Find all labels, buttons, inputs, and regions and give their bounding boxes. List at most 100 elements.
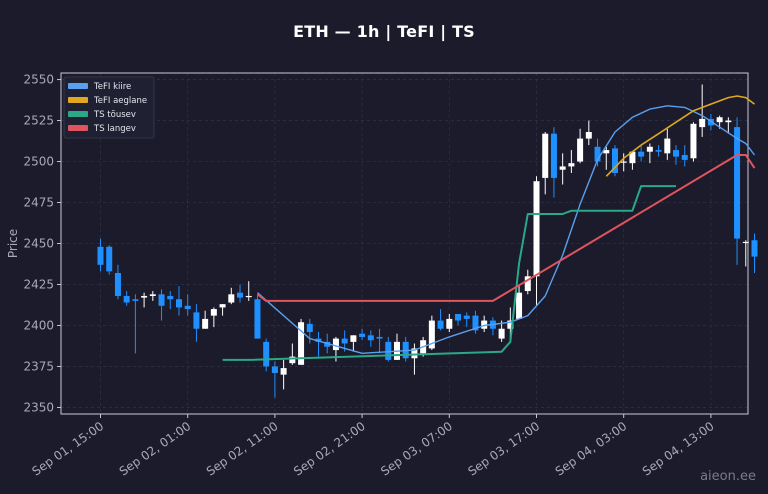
candle-body [734, 127, 741, 239]
y-tick-label: 2450 [23, 237, 54, 251]
candle [638, 145, 645, 162]
y-tick-label: 2400 [23, 318, 54, 332]
legend-label: TeFI aeglane [93, 96, 147, 106]
candle-body [385, 341, 392, 360]
candle-body [306, 323, 313, 333]
candle [533, 176, 540, 306]
y-tick-label: 2500 [23, 155, 54, 169]
candle-body [446, 318, 453, 329]
candle [629, 151, 636, 170]
candle-body [507, 320, 514, 329]
candle-body [141, 295, 148, 298]
candle-body [542, 133, 549, 178]
candle-body [149, 294, 156, 296]
candle-body [332, 338, 339, 351]
candle [577, 128, 584, 164]
candle [114, 264, 121, 300]
candle-body [315, 338, 322, 342]
legend-label: TS langev [93, 124, 136, 134]
candle [611, 145, 618, 177]
candle-body [210, 309, 217, 316]
candle-body [341, 338, 348, 344]
candle [437, 309, 444, 331]
candle-body [132, 299, 139, 301]
candle [237, 284, 244, 303]
candle [516, 284, 523, 319]
candle-body [245, 295, 252, 298]
candle-body [298, 322, 305, 365]
candle [734, 117, 741, 265]
candle [106, 245, 113, 275]
candles [97, 84, 758, 398]
watermark: aieon.ee [700, 469, 756, 484]
candle [271, 361, 278, 398]
candle-body [114, 273, 121, 296]
legend-box [63, 76, 155, 139]
candle-body [263, 341, 270, 367]
candle [306, 318, 313, 344]
candle-body [411, 348, 418, 359]
candle-body [516, 292, 523, 319]
candle [175, 286, 182, 316]
candle [132, 294, 139, 354]
candle-body [568, 163, 575, 167]
candle-body [673, 150, 680, 157]
candle [542, 132, 549, 195]
candle [428, 315, 435, 351]
candle [550, 127, 557, 198]
candle [376, 328, 383, 354]
candle [141, 292, 148, 308]
candle-body [550, 133, 557, 178]
candle-body [376, 336, 383, 339]
candle-body [228, 294, 235, 303]
candle-body [594, 146, 601, 162]
candle-body [254, 299, 261, 339]
candle [202, 310, 209, 329]
legend: TeFI kiire TeFI aeglane TS tõusev TS langev [63, 76, 155, 139]
candle-body [167, 295, 174, 300]
candle [315, 332, 322, 357]
candle-body [629, 151, 636, 164]
x-tick-label: Sep 01, 15:00 [29, 419, 106, 479]
candle-body [716, 117, 723, 123]
candle [228, 287, 235, 305]
candle-body [237, 292, 244, 298]
candle [603, 146, 610, 170]
candle [673, 145, 680, 165]
candle [568, 150, 575, 174]
y-tick-label: 2375 [23, 359, 54, 373]
candle-body [664, 138, 671, 154]
candle-body [324, 341, 331, 347]
candle-body [585, 132, 592, 139]
candle-body [533, 181, 540, 277]
candle [446, 313, 453, 333]
candle-body [611, 148, 618, 174]
candle-body [481, 320, 488, 329]
candle-body [202, 318, 209, 329]
candle-body [498, 328, 505, 339]
candle [594, 138, 601, 167]
candle [742, 240, 749, 267]
candle [559, 153, 566, 185]
series-line-4 [256, 154, 756, 302]
candle-body [577, 138, 584, 162]
series-line-1 [257, 105, 756, 354]
candle [263, 338, 270, 372]
candle-body [184, 305, 191, 310]
candle-body [524, 276, 531, 292]
candle [620, 153, 627, 172]
candle-body [472, 315, 479, 331]
candle-body [638, 151, 645, 157]
x-tick-label: Sep 02, 21:00 [291, 419, 368, 479]
candle-body [367, 335, 374, 341]
candle [498, 320, 505, 342]
candle [367, 330, 374, 347]
candle [455, 313, 462, 326]
chart-title: ETH — 1h | TeFI | TS [293, 22, 475, 41]
y-tick-label: 2525 [23, 114, 54, 128]
candle-body [463, 315, 470, 319]
candle-body [193, 312, 200, 329]
y-tick-label: 2475 [23, 196, 54, 210]
candle-body [455, 313, 462, 321]
candle [585, 120, 592, 146]
